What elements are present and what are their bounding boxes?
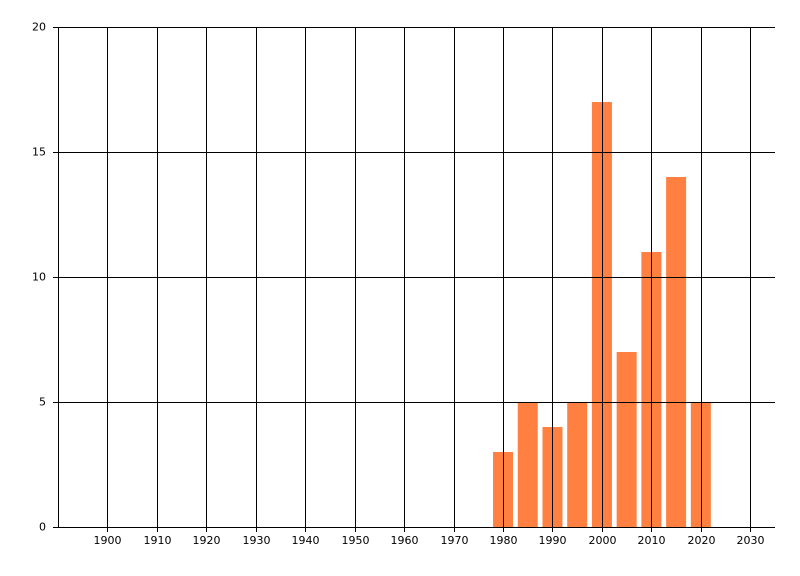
x-tick-label: 1960 — [391, 534, 419, 547]
x-tick-label: 1990 — [539, 534, 567, 547]
x-tick-label: 1950 — [342, 534, 370, 547]
x-tick-label: 2020 — [688, 534, 716, 547]
y-tick-label: 0 — [39, 521, 46, 534]
x-tick-label: 2030 — [737, 534, 765, 547]
x-tick-label: 1920 — [193, 534, 221, 547]
x-tick-label: 1900 — [94, 534, 122, 547]
y-tick-label: 10 — [32, 271, 46, 284]
bar — [567, 402, 588, 527]
x-tick-label: 2000 — [589, 534, 617, 547]
bar — [690, 402, 711, 527]
x-tick-label: 1930 — [243, 534, 271, 547]
x-tick-label: 1940 — [292, 534, 320, 547]
y-tick-label: 5 — [39, 396, 46, 409]
y-tick-label: 20 — [32, 21, 46, 34]
x-tick-label: 1980 — [490, 534, 518, 547]
x-tick-label: 1910 — [144, 534, 172, 547]
x-tick-label: 2010 — [638, 534, 666, 547]
x-tick-label: 1970 — [441, 534, 469, 547]
y-tick-label: 15 — [32, 146, 46, 159]
bar — [616, 352, 637, 527]
bar — [591, 102, 612, 527]
bar — [517, 402, 538, 527]
bar — [666, 177, 687, 527]
